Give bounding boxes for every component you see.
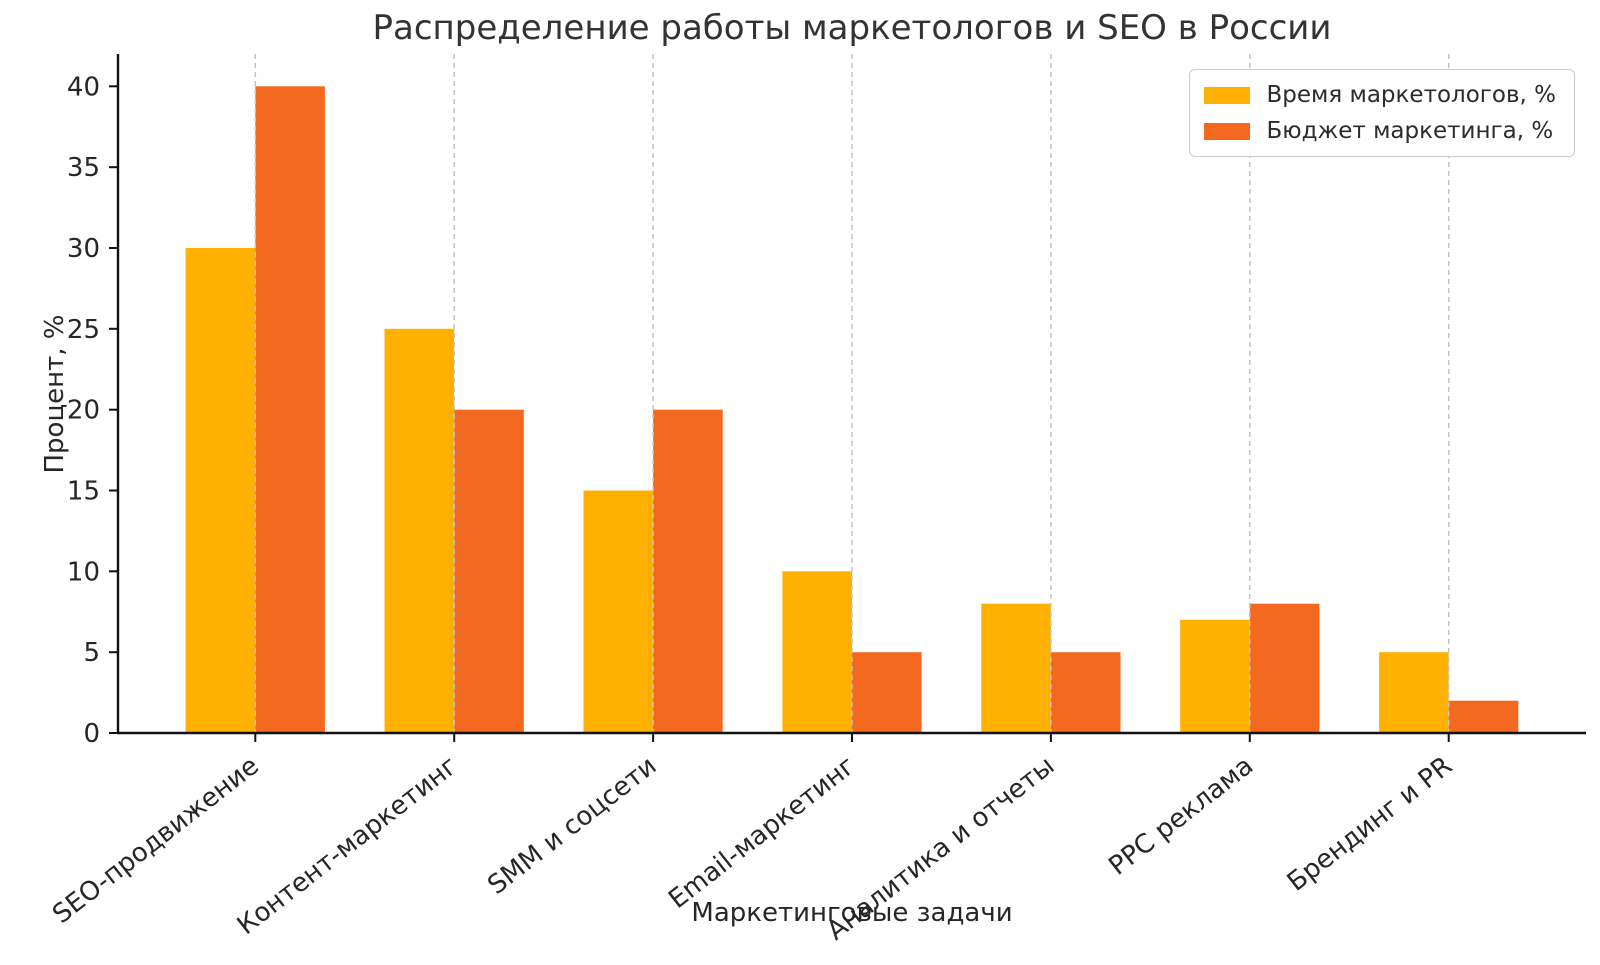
y-tick-label: 35 [67,153,100,183]
legend-label-1: Бюджет маркетинга, % [1266,118,1554,144]
y-tick-label: 25 [67,315,100,345]
y-axis-label: Процент, % [40,314,70,474]
bar-series0-cat5 [1180,619,1250,733]
bar-series1-cat2 [653,409,723,733]
x-category-label: PPC реклама [1103,751,1259,882]
y-tick-label: 40 [67,72,100,102]
legend-entry: Бюджет маркетинга, % [1204,118,1556,144]
legend-entry: Время маркетологов, % [1204,82,1556,108]
bar-series1-cat6 [1448,700,1519,733]
legend-label-0: Время маркетологов, % [1266,82,1556,108]
y-tick-label: 0 [83,719,100,749]
x-category-label: Брендинг и PR [1282,751,1458,898]
bar-series1-cat4 [1050,652,1121,733]
y-tick-label: 5 [83,638,100,668]
y-tick-label: 15 [67,477,100,507]
bar-series0-cat1 [384,328,455,733]
bar-series1-cat3 [852,652,922,733]
bar-series0-cat4 [981,603,1051,733]
bar-series0-cat2 [583,490,654,733]
x-category-label: Email-маркетинг [663,751,861,915]
bar-series1-cat1 [454,409,524,733]
y-tick-label: 30 [67,234,100,264]
bar-series1-cat5 [1249,603,1320,733]
x-category-label: SMM и соцсети [482,751,662,901]
legend-swatch-0 [1204,86,1251,104]
legend-swatch-1 [1204,122,1251,140]
bar-series0-cat0 [185,248,256,733]
bar-series1-cat0 [255,86,325,734]
bar-series0-cat6 [1379,652,1449,733]
bar-series0-cat3 [782,571,852,733]
chart-title: Распределение работы маркетологов и SEO … [372,8,1332,48]
legend: Время маркетологов, % Бюджет маркетинга,… [1189,69,1575,157]
x-axis-label: Маркетинговые задачи [691,898,1013,928]
y-tick-label: 10 [67,557,100,587]
y-tick-label: 20 [67,396,100,426]
